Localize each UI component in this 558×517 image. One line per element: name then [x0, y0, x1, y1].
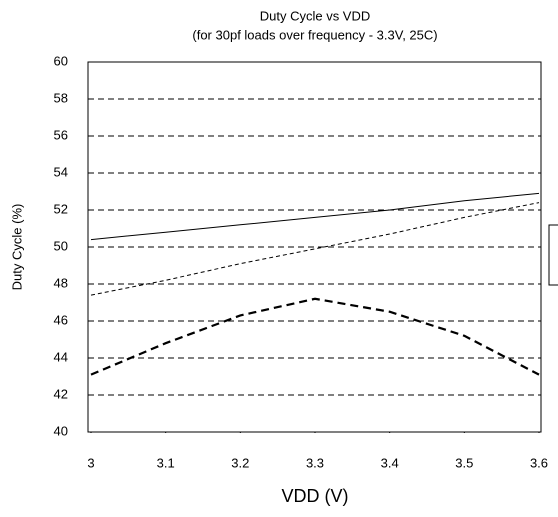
x-tick-label: 3.3 [306, 455, 324, 470]
x-tick-label: 3 [87, 455, 94, 470]
y-tick-label: 52 [54, 201, 68, 216]
y-tick-label: 50 [54, 238, 68, 253]
x-tick-label: 3.2 [231, 455, 249, 470]
y-axis-label: Duty Cycle (%) [9, 204, 24, 291]
series-line [90, 202, 540, 296]
y-tick-label: 60 [54, 53, 68, 68]
y-tick-label: 56 [54, 127, 68, 142]
y-tick-label: 58 [54, 90, 68, 105]
x-axis-label: VDD (V) [282, 486, 349, 506]
chart-subtitle: (for 30pf loads over frequency - 3.3V, 2… [192, 27, 437, 42]
y-tick-label: 40 [54, 423, 68, 438]
y-tick-label: 42 [54, 386, 68, 401]
series-line [90, 192, 540, 241]
y-tick-label: 44 [54, 349, 68, 364]
y-tick-label: 48 [54, 275, 68, 290]
x-tick-label: 3.4 [381, 455, 399, 470]
y-tick-label: 54 [54, 164, 68, 179]
legend-box [548, 224, 558, 286]
x-tick-label: 3.6 [530, 455, 548, 470]
x-tick-label: 3.1 [157, 455, 175, 470]
chart-title: Duty Cycle vs VDD [260, 8, 371, 23]
series-line [90, 297, 540, 376]
y-tick-label: 46 [54, 312, 68, 327]
x-tick-label: 3.5 [455, 455, 473, 470]
